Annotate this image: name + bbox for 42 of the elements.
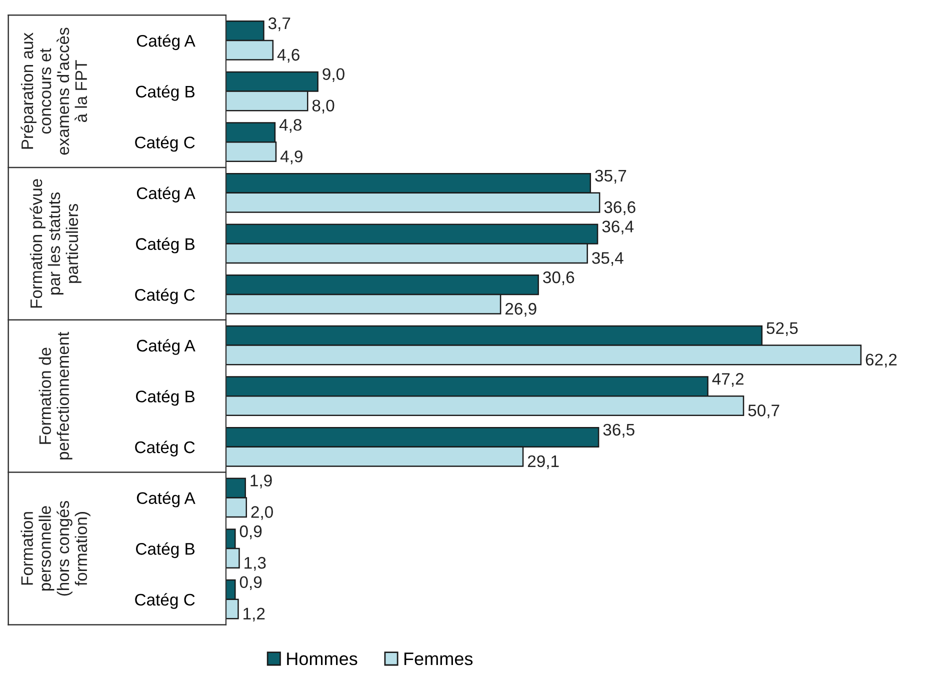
data-label: 8,0 xyxy=(312,100,334,114)
text: Formation personnelle (hors congés formation) xyxy=(20,500,90,596)
data-label: 3,7 xyxy=(268,17,290,32)
y-tick-label: Catég C xyxy=(135,136,195,152)
y-tick-label: Catég A xyxy=(136,492,196,508)
data-label: 4,9 xyxy=(280,150,302,164)
data-label: 0,9 xyxy=(240,525,262,540)
data-label: 47,2 xyxy=(712,373,744,387)
text: Formation de perfectionnement xyxy=(38,332,72,460)
y-tick-label: Catég B xyxy=(136,542,195,558)
data-label: 50,7 xyxy=(748,404,780,418)
y-tick-label: Catég C xyxy=(135,593,195,609)
data-label: 36,6 xyxy=(604,201,636,216)
data-label: 1,9 xyxy=(250,474,272,488)
y-tick-label: Catég A xyxy=(136,186,196,202)
y-tick-label: Catég C xyxy=(135,288,195,304)
data-label: 4,6 xyxy=(277,48,300,63)
data-label: 1,3 xyxy=(244,556,266,571)
data-label: 62,2 xyxy=(866,354,897,368)
data-label: 0,9 xyxy=(240,576,262,590)
data-label: 35,7 xyxy=(595,170,626,184)
data-label: 2,0 xyxy=(251,506,273,520)
text: Préparation aux concours et examens d'accès à la FPT xyxy=(20,28,88,155)
y-tick-label: Catég C xyxy=(135,440,195,456)
y-tick-label: Catég B xyxy=(136,85,195,101)
y-tick-label: Catég B xyxy=(136,390,195,406)
y-tick-label: Catég A xyxy=(136,34,196,50)
data-label: 9,0 xyxy=(322,68,344,82)
y-tick-label: Catég B xyxy=(136,238,195,254)
text: Formation prévue par les statuts particuliers xyxy=(30,179,82,308)
data-label: 35,4 xyxy=(592,252,624,266)
data-label: 4,8 xyxy=(279,119,302,133)
data-label: 30,6 xyxy=(543,271,574,286)
y-tick-label: Catég A xyxy=(136,339,196,355)
data-label: 26,9 xyxy=(505,302,536,317)
data-label: 36,5 xyxy=(603,424,634,438)
data-label: 52,5 xyxy=(766,322,798,336)
legend-label: Femmes xyxy=(404,652,473,666)
data-label: 1,2 xyxy=(244,608,265,622)
data-label: 36,4 xyxy=(602,220,634,234)
legend-label: Hommes xyxy=(287,652,358,666)
data-label: 29,1 xyxy=(528,455,559,470)
